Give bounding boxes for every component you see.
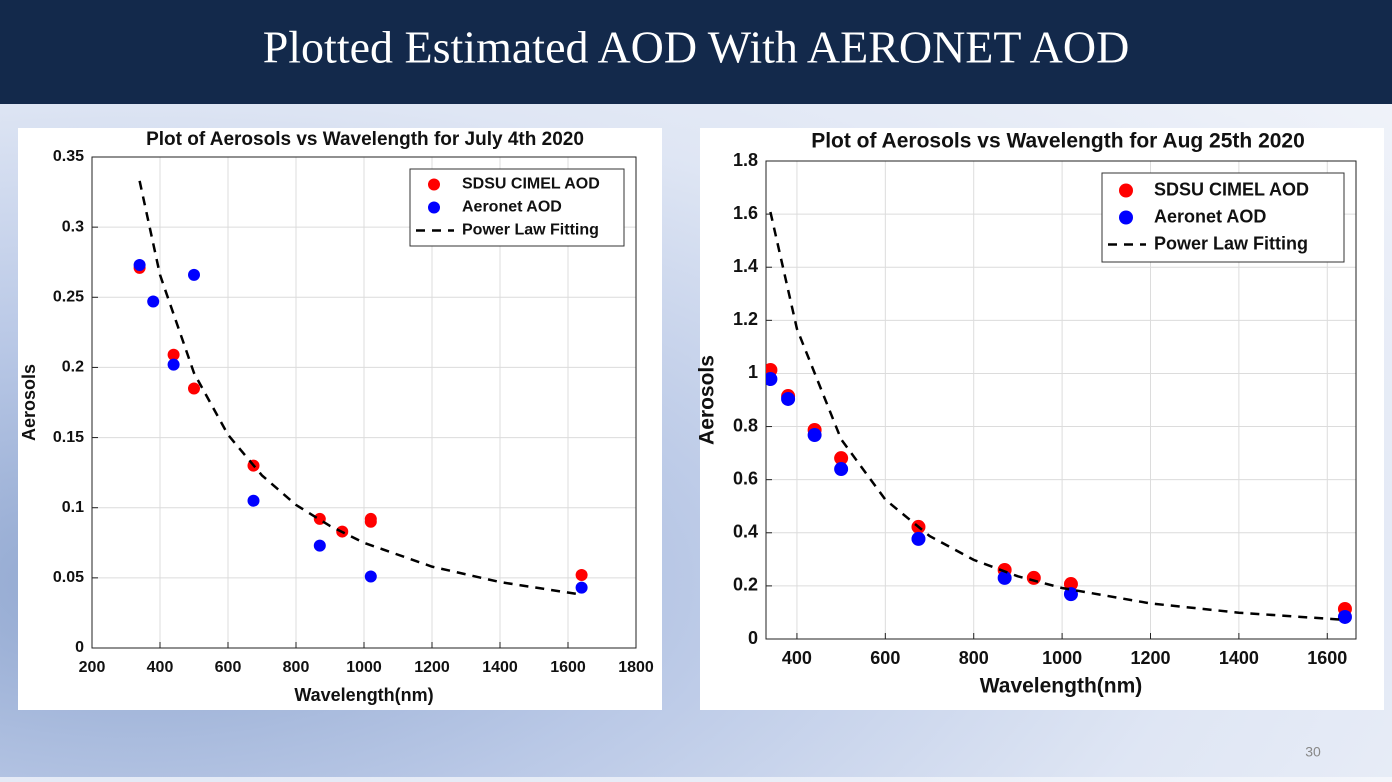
header-band [0, 0, 1392, 104]
data-point [834, 451, 849, 466]
y-tick-label: 0.2 [733, 575, 758, 595]
legend-marker [1119, 210, 1133, 225]
data-point [167, 358, 180, 371]
y-tick-label: 0.25 [53, 289, 84, 306]
data-point [997, 570, 1012, 585]
data-point [834, 462, 849, 477]
y-tick-label: 0.05 [53, 569, 84, 586]
x-tick-label: 600 [870, 648, 900, 668]
chart-title: Plot of Aerosols vs Wavelength for Aug 2… [811, 130, 1305, 153]
x-tick-label: 400 [782, 648, 812, 668]
x-tick-label: 400 [147, 659, 174, 676]
data-point [188, 382, 200, 395]
legend-label: SDSU CIMEL AOD [1154, 179, 1309, 199]
legend-marker [428, 201, 440, 214]
page-number: 30 [1305, 744, 1321, 760]
chart-title: Plot of Aerosols vs Wavelength for July … [146, 129, 584, 150]
axes-box [765, 160, 1357, 640]
y-tick-label: 1.8 [733, 150, 758, 170]
data-point [807, 428, 822, 443]
data-point [1063, 587, 1078, 602]
x-tick-label: 800 [959, 648, 989, 668]
x-tick-label: 800 [283, 659, 310, 676]
data-point [781, 391, 796, 406]
x-tick-label: 1800 [618, 659, 654, 676]
y-tick-label: 1.4 [733, 256, 758, 276]
plot-layer [766, 211, 1352, 624]
legend-label: Power Law Fitting [1154, 233, 1308, 253]
data-point [364, 570, 377, 583]
y-tick-label: 0.1 [62, 499, 84, 516]
x-tick-label: 200 [79, 659, 106, 676]
data-point [364, 515, 377, 528]
y-tick-label: 0.3 [62, 218, 84, 235]
fit-line [138, 180, 582, 596]
data-point [313, 539, 326, 552]
x-tick-label: 1000 [1042, 648, 1082, 668]
x-tick-label: 1400 [482, 659, 518, 676]
x-tick-label: 1600 [550, 659, 586, 676]
y-tick-label: 0.4 [733, 522, 758, 542]
x-tick-label: 1400 [1219, 648, 1259, 668]
legend-marker [428, 178, 440, 191]
y-tick-label: 1 [748, 362, 758, 382]
data-point [1063, 577, 1078, 592]
y-tick-label: 1.6 [733, 203, 758, 223]
fit-line [769, 211, 1346, 622]
y-tick-label: 1.2 [733, 309, 758, 329]
y-axis-label: Aerosols [696, 355, 719, 445]
legend-box [1101, 172, 1345, 263]
y-tick-label: 0.6 [733, 468, 758, 488]
x-tick-label: 600 [215, 659, 242, 676]
data-point [911, 531, 926, 546]
data-point [147, 295, 160, 308]
y-tick-label: 0.2 [62, 359, 84, 376]
data-point [133, 259, 146, 272]
legend-label: Aeronet AOD [462, 199, 562, 216]
y-tick-label: 0 [75, 639, 84, 656]
slide-title: Plotted Estimated AOD With AERONET AOD [263, 22, 1130, 73]
y-tick-label: 0.8 [733, 415, 758, 435]
data-point [766, 372, 778, 387]
legend-label: Aeronet AOD [1154, 206, 1266, 226]
data-point [1026, 570, 1041, 585]
x-axis-label: Wavelength(nm) [980, 675, 1143, 698]
y-tick-label: 0.35 [53, 148, 84, 165]
y-tick-label: 0.15 [53, 429, 84, 446]
data-point [1337, 609, 1352, 624]
x-axis-label: Wavelength(nm) [294, 685, 433, 705]
x-tick-label: 1200 [1130, 648, 1170, 668]
data-point [188, 268, 200, 281]
x-tick-label: 1200 [414, 659, 450, 676]
y-axis-label: Aerosols [19, 364, 39, 441]
data-point [575, 581, 588, 594]
y-tick-label: 0 [748, 628, 758, 648]
legend-label: Power Law Fitting [462, 222, 599, 239]
legend-marker [1119, 183, 1133, 198]
x-tick-label: 1000 [346, 659, 382, 676]
axes-box [91, 156, 637, 649]
legend-label: SDSU CIMEL AOD [462, 176, 600, 193]
data-point [167, 348, 180, 361]
data-point [575, 569, 588, 582]
x-tick-label: 1600 [1307, 648, 1347, 668]
legend-box [409, 168, 625, 247]
data-point [247, 494, 260, 507]
plot-layer [133, 180, 588, 596]
